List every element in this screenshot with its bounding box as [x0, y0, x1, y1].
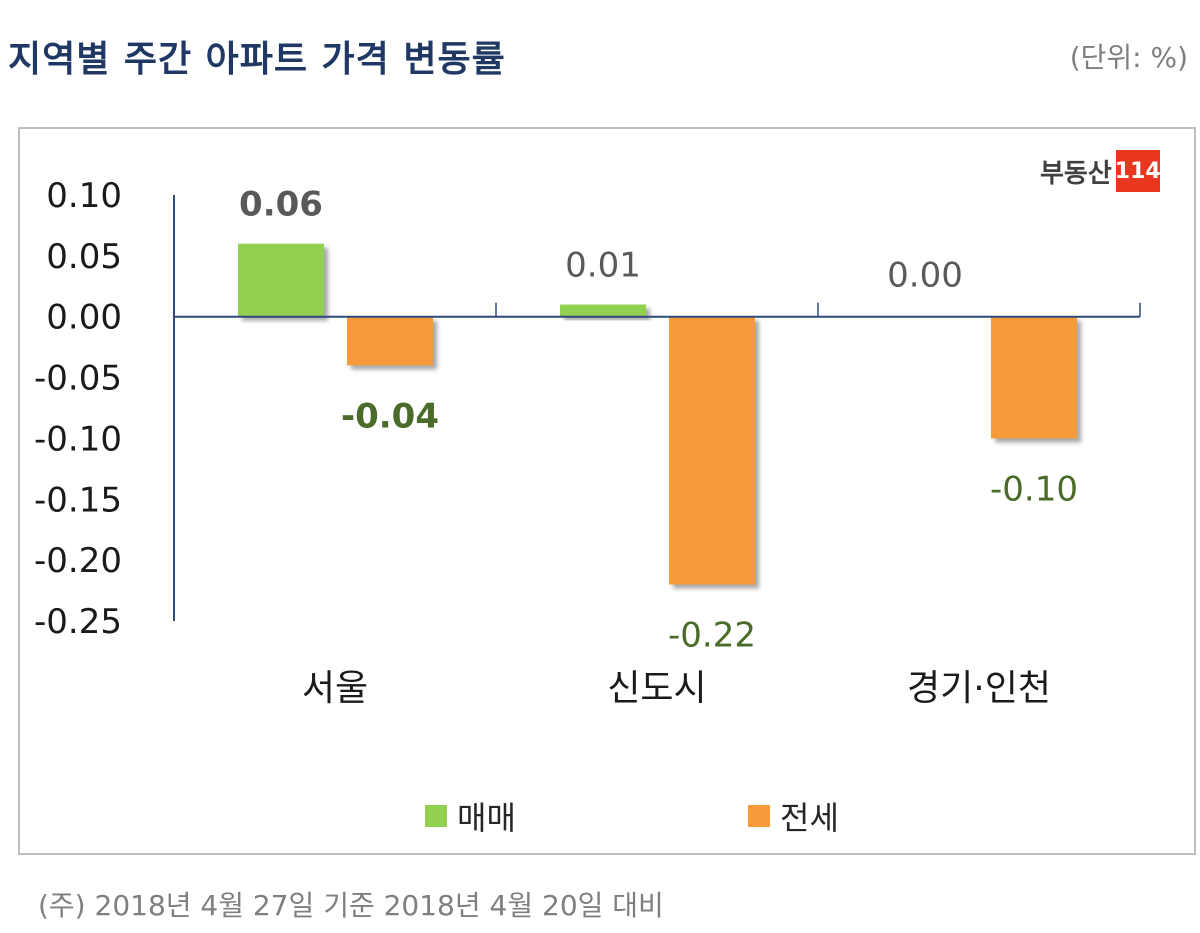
data-label: 0.00: [887, 256, 963, 296]
bar-jeonse: [347, 316, 433, 366]
bar-sale: [560, 304, 646, 317]
logo-text: 부동산: [1040, 158, 1112, 189]
legend-swatch-jeonse: [748, 805, 770, 827]
data-label: -0.22: [668, 615, 756, 655]
chart-title: 지역별 주간 아파트 가격 변동률: [8, 39, 506, 80]
bar-jeonse: [991, 316, 1077, 439]
y-tick-label: 0.05: [46, 237, 122, 277]
brand-logo: 부동산 114: [1040, 150, 1161, 192]
bar-sale: [238, 243, 324, 317]
x-category-label: 신도시: [607, 668, 706, 709]
legend-item-sale: 매매: [425, 793, 516, 839]
footnote: (주) 2018년 4월 27일 기준 2018년 4월 20일 대비: [38, 889, 664, 922]
x-category-label: 서울: [302, 668, 368, 709]
x-category-label: 경기·인천: [907, 668, 1051, 709]
legend-item-jeonse: 전세: [748, 793, 839, 839]
data-label: -0.04: [341, 396, 439, 436]
y-tick-label: 0.00: [46, 298, 122, 338]
bar-jeonse: [669, 316, 755, 585]
y-tick-label: -0.25: [34, 602, 122, 642]
chart-frame: [18, 127, 1196, 855]
y-tick-label: -0.15: [34, 480, 122, 520]
legend-label-jeonse: 전세: [780, 799, 839, 837]
y-tick-label: -0.10: [34, 419, 122, 459]
unit-label: (단위: %): [1069, 41, 1188, 74]
legend-swatch-sale: [425, 805, 447, 827]
y-tick-label: -0.05: [34, 359, 122, 399]
data-label: 0.01: [565, 246, 641, 286]
data-label: 0.06: [239, 185, 323, 225]
data-label: -0.10: [990, 469, 1078, 509]
y-tick-label: -0.20: [34, 541, 122, 581]
chart-legend: 매매 전세: [0, 793, 1200, 843]
legend-label-sale: 매매: [457, 799, 516, 837]
logo-badge: 114: [1115, 150, 1161, 192]
y-tick-label: 0.10: [46, 176, 122, 216]
